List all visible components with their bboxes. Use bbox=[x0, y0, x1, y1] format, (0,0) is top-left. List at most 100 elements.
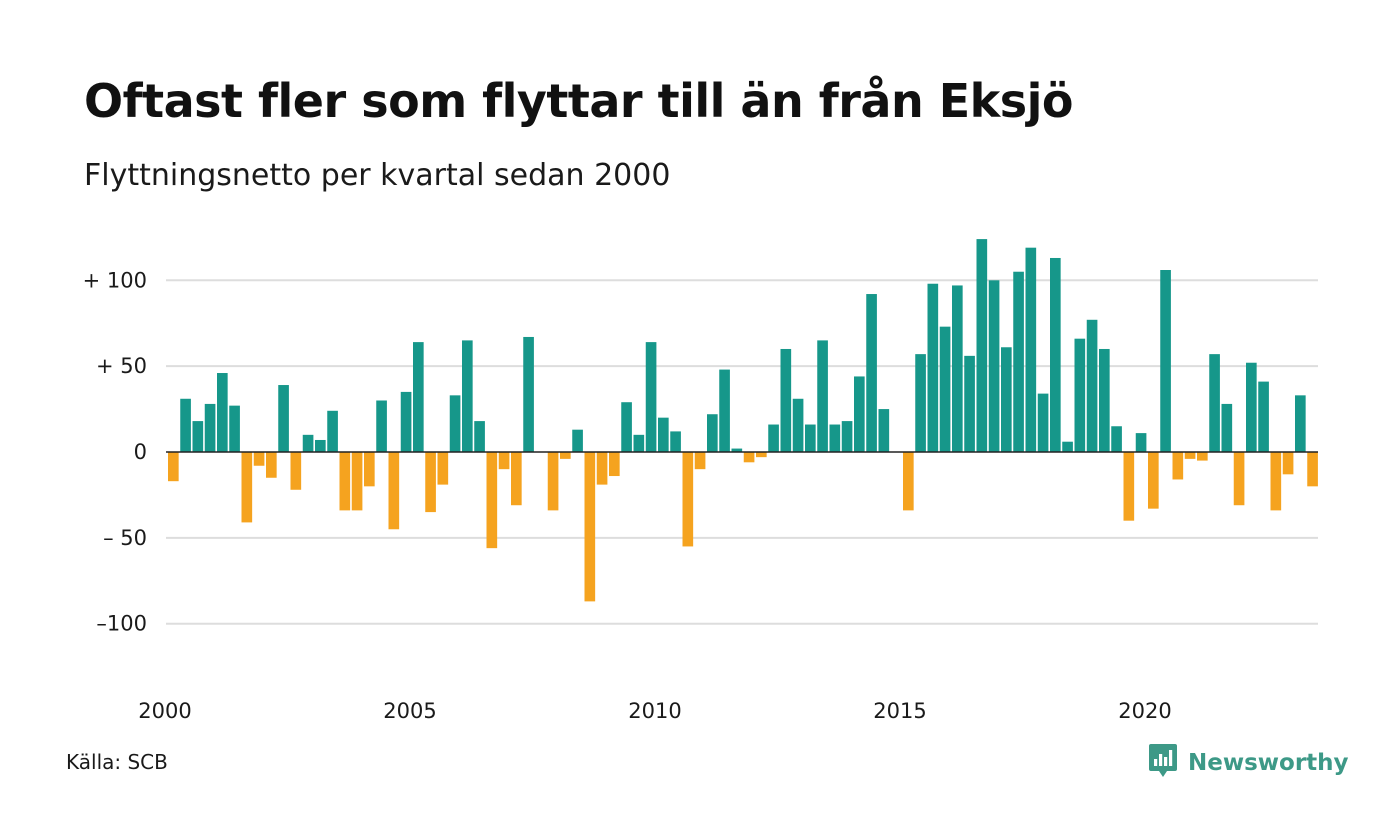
bar-positive bbox=[1025, 247, 1037, 452]
y-tick-label: + 100 bbox=[83, 268, 147, 292]
x-tick-label: 2000 bbox=[138, 699, 191, 723]
bar-positive bbox=[805, 424, 816, 452]
bar-negative bbox=[425, 452, 436, 513]
bar-positive bbox=[1037, 393, 1049, 452]
bar-positive bbox=[1062, 441, 1073, 452]
bar-positive bbox=[217, 373, 228, 452]
bar-positive bbox=[1209, 354, 1220, 452]
bar-positive bbox=[768, 424, 779, 452]
bar-positive bbox=[572, 429, 583, 452]
bar-negative bbox=[682, 452, 694, 547]
bar-positive bbox=[1086, 319, 1098, 452]
bar-negative bbox=[498, 452, 510, 470]
bar-positive bbox=[204, 403, 216, 452]
bar-negative bbox=[241, 452, 253, 523]
newsworthy-logo-icon bbox=[1148, 743, 1178, 783]
bar-positive bbox=[633, 434, 645, 452]
bar-positive bbox=[878, 409, 890, 452]
bar-negative bbox=[547, 452, 559, 511]
bar-negative bbox=[1307, 452, 1318, 487]
bar-positive bbox=[1258, 381, 1269, 452]
bar-positive bbox=[192, 421, 204, 452]
bar-negative bbox=[1233, 452, 1245, 506]
y-tick-label: –100 bbox=[96, 612, 147, 636]
bar-positive bbox=[952, 285, 963, 452]
bar-positive bbox=[302, 434, 314, 452]
bar-positive bbox=[854, 376, 865, 452]
bar-negative bbox=[1172, 452, 1184, 480]
bar-negative bbox=[694, 452, 706, 470]
bar-positive bbox=[449, 395, 461, 452]
bar-positive bbox=[180, 398, 191, 452]
bar-positive bbox=[474, 421, 485, 452]
bar-positive bbox=[1099, 348, 1110, 452]
bar-positive bbox=[1074, 338, 1086, 452]
bar-positive bbox=[841, 421, 853, 452]
bar-positive bbox=[1295, 395, 1306, 452]
bar-negative bbox=[388, 452, 400, 530]
bar-positive bbox=[1160, 270, 1171, 452]
bar-positive bbox=[719, 369, 730, 452]
bar-negative bbox=[609, 452, 620, 477]
bar-negative bbox=[168, 452, 179, 482]
bar-positive bbox=[1013, 271, 1024, 452]
bar-negative bbox=[596, 452, 608, 485]
bar-negative bbox=[364, 452, 375, 487]
bar-negative bbox=[584, 452, 596, 602]
y-tick-label: + 50 bbox=[96, 354, 147, 378]
bar-positive bbox=[731, 448, 743, 452]
chart-subtitle: Flyttningsnetto per kvartal sedan 2000 bbox=[84, 158, 671, 193]
bar-positive bbox=[1050, 257, 1061, 452]
bar-positive bbox=[939, 326, 951, 452]
bar-negative bbox=[1184, 452, 1196, 459]
bar-positive bbox=[1111, 426, 1122, 453]
y-axis-ticks: + 100 + 50 0 – 50 –100 bbox=[83, 268, 147, 635]
bar-negative bbox=[560, 452, 571, 459]
bar-positive bbox=[915, 354, 926, 452]
bar-negative bbox=[339, 452, 351, 511]
x-axis-ticks: 2000 2005 2010 2015 2020 bbox=[138, 699, 1171, 723]
bar-positive bbox=[707, 414, 718, 452]
bar-negative bbox=[743, 452, 755, 463]
bar-positive bbox=[964, 355, 975, 452]
bar-positive bbox=[780, 348, 792, 452]
bar-positive bbox=[462, 340, 473, 452]
bar-positive bbox=[229, 405, 240, 452]
bar-positive bbox=[866, 294, 877, 452]
bar-positive bbox=[413, 342, 424, 452]
bar-negative bbox=[756, 452, 767, 458]
bar-negative bbox=[1282, 452, 1294, 475]
bar-positive bbox=[927, 283, 939, 452]
bar-negative bbox=[253, 452, 265, 466]
x-tick-label: 2020 bbox=[1118, 699, 1171, 723]
bar-negative bbox=[1148, 452, 1159, 509]
bar-negative bbox=[266, 452, 277, 478]
bar-positive bbox=[792, 398, 804, 452]
bar-positive bbox=[988, 280, 1000, 452]
bar-positive bbox=[1246, 362, 1257, 452]
bar-positive bbox=[1135, 433, 1147, 452]
x-tick-label: 2005 bbox=[383, 699, 436, 723]
chart-title: Oftast fler som flyttar till än från Eks… bbox=[84, 74, 1074, 128]
grid-lines bbox=[166, 279, 1318, 625]
bar-negative bbox=[437, 452, 449, 485]
source-note: Källa: SCB bbox=[66, 750, 168, 774]
bar-positive bbox=[400, 391, 412, 452]
bar-negative bbox=[290, 452, 302, 490]
y-tick-label: 0 bbox=[134, 440, 147, 464]
bar-positive bbox=[278, 385, 289, 452]
bar-positive bbox=[523, 336, 534, 452]
bar-positive bbox=[327, 410, 338, 452]
brand-logo[interactable]: Newsworthy bbox=[1148, 744, 1349, 782]
bar-negative bbox=[1123, 452, 1135, 521]
bar-positive bbox=[817, 340, 828, 452]
bar-positive bbox=[621, 402, 632, 452]
bars bbox=[168, 239, 1318, 602]
bar-negative bbox=[351, 452, 363, 511]
bar-positive bbox=[1221, 403, 1233, 452]
bar-positive bbox=[670, 431, 681, 452]
bar-negative bbox=[1270, 452, 1282, 511]
bar-positive bbox=[1001, 347, 1012, 452]
bar-negative bbox=[486, 452, 498, 549]
